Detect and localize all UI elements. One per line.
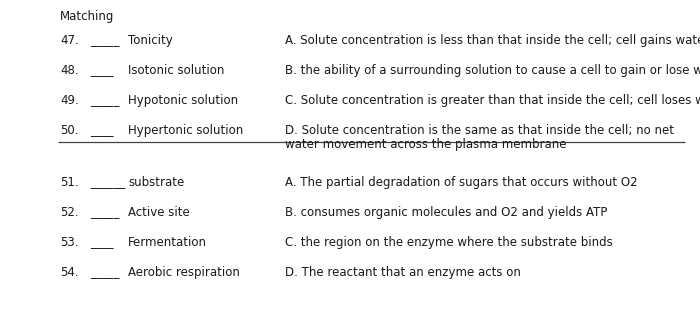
Text: 47.: 47. <box>60 34 78 47</box>
Text: 48.: 48. <box>60 64 78 77</box>
Text: Tonicity: Tonicity <box>128 34 173 47</box>
Text: C. Solute concentration is greater than that inside the cell; cell loses water: C. Solute concentration is greater than … <box>285 94 700 107</box>
Text: B. consumes organic molecules and O2 and yields ATP: B. consumes organic molecules and O2 and… <box>285 206 608 219</box>
Text: _____: _____ <box>90 266 120 279</box>
Text: B. the ability of a surrounding solution to cause a cell to gain or lose water: B. the ability of a surrounding solution… <box>285 64 700 77</box>
Text: Fermentation: Fermentation <box>128 236 207 249</box>
Text: 53.: 53. <box>60 236 78 249</box>
Text: A. The partial degradation of sugars that occurs without O2: A. The partial degradation of sugars tha… <box>285 176 638 189</box>
Text: Aerobic respiration: Aerobic respiration <box>128 266 240 279</box>
Text: ____: ____ <box>90 124 113 137</box>
Text: C. the region on the enzyme where the substrate binds: C. the region on the enzyme where the su… <box>285 236 612 249</box>
Text: _____: _____ <box>90 206 120 219</box>
Text: 52.: 52. <box>60 206 78 219</box>
Text: Matching: Matching <box>60 10 114 23</box>
Text: _____: _____ <box>90 94 120 107</box>
Text: Hypotonic solution: Hypotonic solution <box>128 94 238 107</box>
Text: _____: _____ <box>90 34 120 47</box>
Text: 50.: 50. <box>60 124 78 137</box>
Text: Active site: Active site <box>128 206 190 219</box>
Text: substrate: substrate <box>128 176 184 189</box>
Text: D. The reactant that an enzyme acts on: D. The reactant that an enzyme acts on <box>285 266 521 279</box>
Text: D. Solute concentration is the same as that inside the cell; no net: D. Solute concentration is the same as t… <box>285 124 674 137</box>
Text: ____: ____ <box>90 236 113 249</box>
Text: A. Solute concentration is less than that inside the cell; cell gains water: A. Solute concentration is less than tha… <box>285 34 700 47</box>
Text: Hypertonic solution: Hypertonic solution <box>128 124 244 137</box>
Text: 51.: 51. <box>60 176 78 189</box>
Text: ______: ______ <box>90 176 125 189</box>
Text: 54.: 54. <box>60 266 78 279</box>
Text: 49.: 49. <box>60 94 78 107</box>
Text: Isotonic solution: Isotonic solution <box>128 64 225 77</box>
Text: water movement across the plasma membrane: water movement across the plasma membran… <box>285 138 566 151</box>
Text: ____: ____ <box>90 64 113 77</box>
